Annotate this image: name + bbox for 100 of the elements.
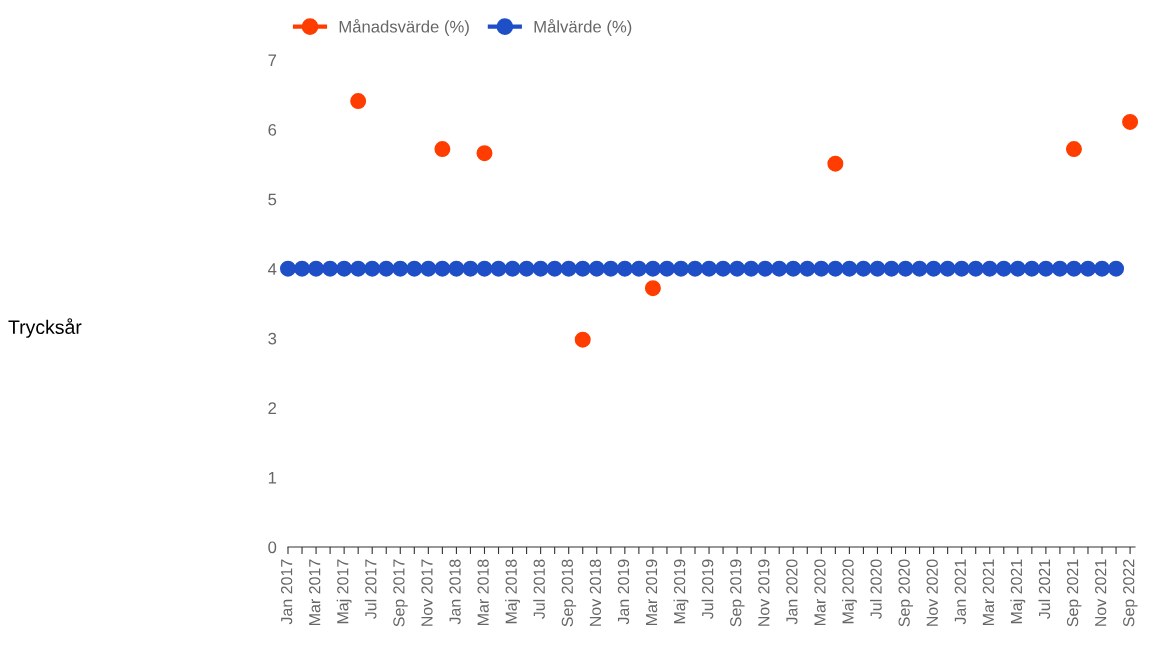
x-tick-label: Maj 2019 (673, 559, 689, 624)
y-tick-label: 6 (268, 123, 277, 136)
x-tick-label: Jan 2017 (280, 559, 293, 625)
legend-label: Månadsvärde (%) (339, 18, 469, 36)
x-tick-label: Mar 2020 (814, 559, 826, 625)
point (1065, 260, 1082, 277)
point (546, 260, 563, 277)
point (855, 260, 872, 277)
point (1122, 113, 1139, 130)
point (869, 260, 886, 277)
point (378, 260, 395, 277)
x-tick-label: Jul 2018 (533, 559, 545, 619)
point (715, 260, 732, 277)
x-tick-label: Jul 2020 (870, 559, 882, 619)
point (1009, 260, 1026, 277)
point (350, 260, 367, 277)
x-tick-label: Jan 2019 (617, 559, 630, 625)
point (490, 260, 507, 277)
x-tick-label: Nov 2020 (926, 559, 938, 626)
point (574, 260, 591, 277)
point (532, 260, 549, 277)
y-tick-label: 5 (268, 193, 277, 206)
point (308, 260, 325, 277)
y-tick-label: 0 (268, 541, 277, 554)
point (644, 260, 661, 277)
y-tick-label: 3 (268, 332, 277, 345)
point (953, 260, 970, 277)
point (336, 260, 353, 277)
point (1037, 260, 1054, 277)
point (827, 260, 844, 277)
point (1051, 260, 1068, 277)
point (729, 260, 746, 277)
point (476, 260, 493, 277)
point (616, 260, 633, 277)
x-tick-label: Jan 2021 (954, 559, 966, 625)
point (364, 260, 381, 277)
y-tick-label: 1 (268, 472, 277, 484)
point (757, 260, 774, 277)
x-tick-label: Jul 2017 (364, 559, 377, 619)
point (939, 260, 956, 277)
x-tick-label: Nov 2021 (1095, 559, 1107, 626)
point (785, 260, 802, 277)
point (658, 260, 675, 277)
point (644, 280, 661, 297)
point (813, 260, 830, 277)
y-tick-label: 2 (268, 402, 277, 414)
point (448, 260, 465, 277)
x-tick-label: Sep 2022 (1123, 559, 1138, 627)
x-tick-label: Mar 2018 (477, 559, 489, 625)
point (897, 260, 914, 277)
point (392, 260, 409, 277)
point (476, 145, 493, 162)
point (701, 260, 718, 277)
point (925, 260, 942, 277)
point (518, 260, 535, 277)
x-tick-label: Sep 2021 (1066, 559, 1082, 627)
x-tick-label: Nov 2019 (758, 559, 770, 626)
point (995, 260, 1012, 277)
x-tick-label: Jan 2020 (786, 559, 798, 625)
point (1065, 141, 1082, 158)
x-tick-label: Jul 2019 (701, 559, 714, 619)
y-tick-label: 4 (268, 263, 277, 275)
point (687, 260, 703, 277)
text: Trycksår (8, 318, 82, 338)
point (841, 260, 858, 277)
x-tick-label: Sep 2018 (561, 559, 577, 627)
legend-label: Målvärde (%) (534, 18, 632, 36)
point (588, 260, 605, 277)
point (294, 260, 311, 277)
point (406, 260, 423, 277)
y-tick-label: 7 (268, 54, 277, 67)
x-tick-label: Mar 2019 (645, 559, 658, 625)
point (883, 260, 900, 277)
point (1023, 260, 1040, 277)
point (1080, 260, 1096, 277)
x-tick-label: Nov 2017 (421, 559, 433, 626)
point (630, 260, 647, 277)
point (743, 260, 760, 277)
point (560, 260, 577, 277)
point (827, 155, 844, 172)
point (434, 260, 451, 277)
point (981, 260, 998, 277)
x-tick-label: Jul 2021 (1038, 559, 1051, 619)
point (799, 260, 816, 277)
point (434, 141, 451, 158)
point (602, 260, 619, 277)
x-tick-label: Mar 2017 (309, 559, 321, 625)
point (462, 260, 479, 277)
point (322, 260, 339, 277)
x-tick-label: Nov 2018 (589, 559, 602, 626)
x-tick-label: Mar 2021 (982, 559, 995, 625)
point (911, 260, 928, 277)
point (967, 260, 984, 277)
point (574, 331, 591, 348)
point (1108, 260, 1125, 277)
x-tick-label: Sep 2017 (393, 559, 408, 627)
point (771, 260, 788, 277)
point (280, 260, 296, 277)
point (1094, 260, 1110, 277)
x-tick-label: Sep 2020 (898, 559, 913, 627)
